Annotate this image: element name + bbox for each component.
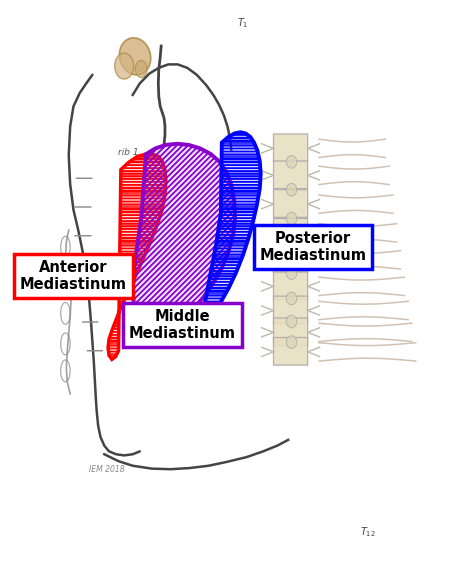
FancyBboxPatch shape	[273, 134, 308, 162]
Text: $T_{12}$: $T_{12}$	[360, 525, 376, 539]
Text: $T_1$: $T_1$	[237, 16, 248, 30]
FancyBboxPatch shape	[273, 218, 308, 246]
FancyBboxPatch shape	[273, 246, 308, 273]
Polygon shape	[133, 144, 235, 335]
FancyBboxPatch shape	[273, 190, 308, 217]
Text: Middle
Mediastinum: Middle Mediastinum	[129, 309, 236, 341]
Ellipse shape	[286, 336, 297, 348]
Ellipse shape	[286, 267, 297, 279]
FancyBboxPatch shape	[273, 338, 308, 365]
Ellipse shape	[286, 292, 297, 305]
Ellipse shape	[286, 240, 297, 252]
Polygon shape	[204, 132, 261, 320]
FancyBboxPatch shape	[273, 272, 308, 300]
Ellipse shape	[286, 212, 297, 225]
Ellipse shape	[286, 155, 297, 168]
FancyBboxPatch shape	[273, 161, 308, 189]
FancyBboxPatch shape	[273, 318, 308, 346]
Ellipse shape	[286, 315, 297, 328]
Ellipse shape	[135, 60, 147, 78]
Text: Posterior
Mediastinum: Posterior Mediastinum	[259, 231, 366, 263]
Polygon shape	[108, 154, 166, 359]
Ellipse shape	[119, 38, 151, 75]
Text: Anterior
Mediastinum: Anterior Mediastinum	[20, 260, 127, 292]
Ellipse shape	[286, 183, 297, 196]
Ellipse shape	[115, 53, 134, 79]
Text: rib 1: rib 1	[118, 148, 138, 157]
Text: IEM 2018: IEM 2018	[89, 465, 125, 473]
FancyBboxPatch shape	[273, 296, 308, 324]
